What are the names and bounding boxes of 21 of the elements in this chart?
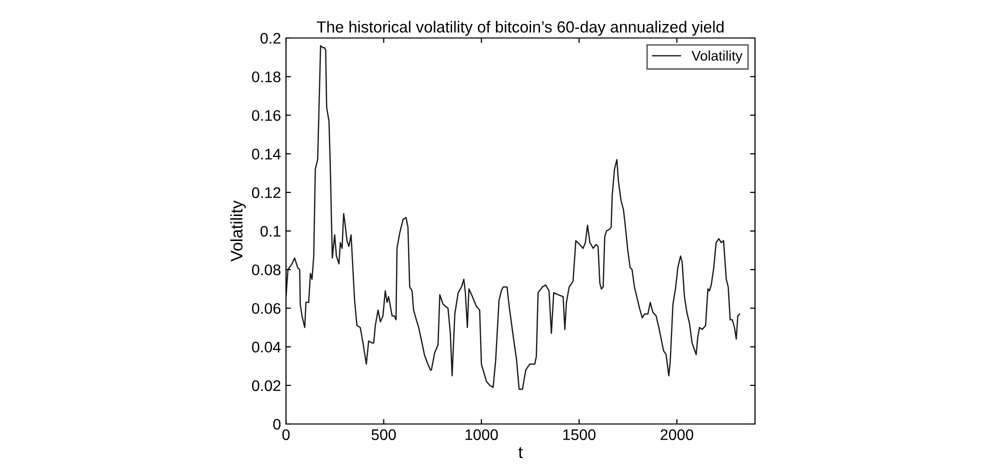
x-axis-title: t xyxy=(518,447,523,458)
y-tick-label: 0.04 xyxy=(252,342,281,352)
y-tick-label: 0 xyxy=(273,418,281,430)
y-tick-label: 0.02 xyxy=(252,380,280,392)
x-tick-label: 2000 xyxy=(660,429,694,440)
x-tick-label: 1000 xyxy=(466,429,498,440)
legend-label: Volatility xyxy=(692,50,742,64)
x-tick-label: 1500 xyxy=(563,429,596,440)
y-tick-label: 0.14 xyxy=(252,148,281,160)
y-tick-label: 0.18 xyxy=(252,71,280,82)
y-axis-title: Volatility xyxy=(230,200,246,262)
x-tick-label: 0 xyxy=(282,429,290,440)
chart-title: The historical volatility of bitcoin’s 60-day annualized yield xyxy=(316,20,724,36)
y-tick-label: 0.08 xyxy=(252,264,280,276)
y-tick-label: 0.06 xyxy=(252,303,280,314)
y-tick-label: 0.16 xyxy=(252,110,280,121)
y-tick-label: 0.1 xyxy=(260,226,280,237)
line-series xyxy=(286,45,740,390)
x-tick-label: 500 xyxy=(372,429,396,440)
y-tick-label: 0.12 xyxy=(252,187,280,198)
y-tick-label: 0.2 xyxy=(260,32,280,44)
